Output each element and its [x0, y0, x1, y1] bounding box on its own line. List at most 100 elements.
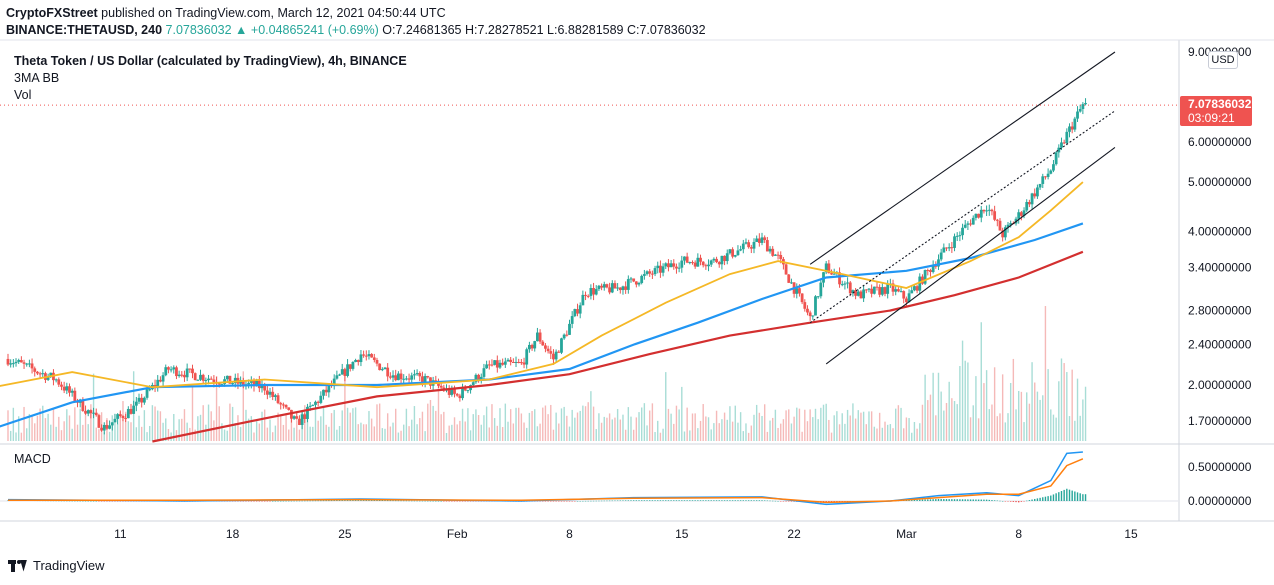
macd-histogram-bar: [280, 500, 282, 502]
volume-bar: [905, 417, 908, 441]
macd-histogram-bar: [600, 500, 603, 502]
candle-body: [691, 262, 694, 264]
candle-body: [153, 384, 157, 387]
macd-histogram-bar: [563, 501, 565, 502]
macd-label[interactable]: MACD: [14, 452, 51, 466]
x-tick-label: 15: [1124, 527, 1138, 541]
candle-body: [560, 338, 563, 353]
candle-body: [867, 288, 871, 290]
candle-body: [669, 263, 673, 268]
candle-body: [193, 373, 197, 381]
volume-bar: [723, 412, 726, 441]
volume-bar: [876, 428, 878, 441]
volume-bar: [654, 432, 656, 441]
candle-body: [418, 373, 422, 377]
macd-histogram-bar: [1058, 492, 1060, 501]
candle-body: [375, 359, 379, 364]
macd-histogram-bar: [702, 500, 704, 501]
candle-body: [701, 261, 705, 266]
volume-label[interactable]: Vol: [14, 88, 32, 102]
candle-body: [1078, 109, 1082, 112]
publisher-name[interactable]: CryptoFXStreet: [6, 6, 98, 20]
candle-body: [1030, 193, 1034, 205]
candle-body: [568, 323, 571, 335]
volume-bar: [50, 424, 52, 441]
volume-bar: [582, 405, 584, 441]
tradingview-logo[interactable]: TradingView: [8, 558, 105, 573]
candle-body: [525, 349, 529, 365]
volume-bar: [953, 401, 956, 441]
candle-body: [17, 360, 21, 362]
volume-bar: [336, 429, 338, 441]
open-value: O:7.24681365: [382, 23, 462, 37]
macd-histogram-bar: [1052, 494, 1055, 501]
candle-body: [284, 404, 288, 408]
x-tick-label: 8: [1015, 527, 1022, 541]
candle-body: [487, 364, 491, 366]
volume-bar: [421, 411, 424, 441]
candle-body: [247, 382, 251, 385]
volume-bar: [66, 409, 68, 441]
volume-bar: [76, 424, 79, 441]
candle-body: [145, 389, 149, 398]
volume-bar: [58, 416, 60, 441]
indicator-label[interactable]: 3MA BB: [14, 71, 60, 85]
volume-bar: [689, 430, 691, 441]
macd-histogram-bar: [1023, 501, 1025, 502]
volume-bar: [237, 415, 239, 441]
candle-body: [273, 395, 277, 397]
volume-bar: [806, 421, 809, 441]
volume-bar: [726, 419, 728, 441]
volume-bar: [1004, 422, 1007, 441]
macd-histogram-bar: [352, 500, 354, 501]
volume-bar: [360, 422, 362, 441]
candle-body: [169, 369, 173, 371]
macd-line: [7, 451, 1083, 506]
macd-histogram-bar: [718, 500, 720, 501]
volume-bar: [285, 413, 287, 441]
candle-body: [626, 279, 630, 290]
macd-histogram-bar: [1034, 498, 1036, 501]
macd-histogram-bar: [266, 501, 269, 502]
candle-body: [225, 375, 229, 380]
macd-histogram-bar: [282, 500, 285, 502]
candle-body: [533, 341, 537, 349]
macd-histogram-bar: [341, 500, 343, 501]
candle-body: [891, 283, 895, 292]
candle-body: [990, 209, 994, 212]
macd-histogram-bar: [480, 501, 482, 502]
candle-body: [327, 385, 331, 393]
volume-bar: [445, 432, 448, 441]
macd-histogram-bar: [298, 500, 301, 502]
candle-body: [549, 351, 553, 354]
volume-bar: [1039, 399, 1041, 441]
volume-bar: [836, 411, 838, 441]
macd-histogram-bar: [616, 500, 619, 502]
low-value: L:6.88281589: [547, 23, 624, 37]
volume-bar: [520, 413, 523, 441]
currency-badge[interactable]: USD: [1208, 51, 1238, 69]
macd-histogram-bar: [550, 501, 552, 502]
volume-bar: [15, 432, 17, 441]
candle-body: [156, 379, 160, 387]
candle-body: [1062, 142, 1066, 144]
volume-bar: [411, 419, 413, 441]
volume-bar: [517, 407, 520, 441]
volume-bar: [443, 411, 445, 441]
volume-bar: [87, 424, 89, 441]
candle-body: [463, 387, 467, 391]
candle-body: [982, 209, 986, 212]
volume-bar: [828, 419, 830, 441]
candle-body: [747, 242, 751, 248]
volume-bar: [667, 408, 670, 441]
candle-body: [132, 405, 136, 414]
candle-body: [937, 259, 940, 267]
macd-histogram-bar: [245, 501, 247, 502]
volume-bar: [392, 422, 394, 441]
candle-body: [404, 378, 408, 380]
volume-bar: [959, 366, 961, 441]
candle-body: [979, 209, 983, 218]
volume-bar: [472, 414, 474, 441]
macd-histogram-bar: [619, 500, 622, 501]
